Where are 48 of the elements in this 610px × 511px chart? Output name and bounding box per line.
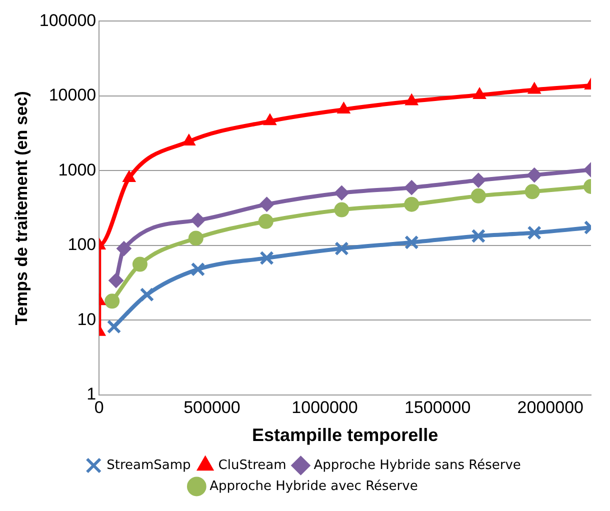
point (528, 82, 541, 94)
point (106, 320, 122, 334)
y-tick-label: 1000 (58, 160, 96, 180)
x-tick-label: 0 (94, 398, 104, 417)
x-axis-title: Estampille temporelle (252, 425, 438, 446)
point (116, 241, 132, 256)
x-tick-label: 1000000 (292, 398, 358, 417)
point (337, 102, 350, 114)
point (108, 273, 124, 288)
point (140, 287, 154, 302)
y-tick-label: 1 (86, 384, 96, 404)
point (404, 235, 419, 250)
point (334, 202, 350, 218)
x-tick-label: 1500000 (404, 398, 471, 417)
point (404, 180, 420, 196)
legend-label: Approche Hybride sans Réserve (314, 458, 521, 473)
y-tick-label: 10000 (48, 86, 96, 105)
legend-label: StreamSamp (106, 458, 191, 473)
y-tick-label: 10 (77, 310, 96, 329)
point (190, 262, 206, 276)
x-tick-label: 500000 (184, 398, 240, 417)
point (334, 185, 350, 200)
point (334, 241, 349, 256)
point (524, 184, 540, 200)
y-tick-label: 100 (68, 235, 96, 254)
legend-label: CluStream (218, 458, 286, 473)
point (182, 134, 196, 146)
point (188, 230, 204, 246)
y-axis-title: Temps de traitement (en sec) (12, 91, 31, 326)
point (190, 212, 206, 228)
point (263, 114, 276, 126)
point (527, 226, 542, 240)
point (405, 94, 418, 106)
point (122, 170, 136, 182)
point (471, 228, 486, 244)
point (472, 88, 486, 99)
point (404, 196, 420, 212)
y-tick-label: 100000 (39, 10, 96, 30)
point (526, 168, 542, 183)
point (104, 294, 120, 309)
point (470, 172, 486, 188)
legend-label: Approche Hybride avec Réserve (210, 478, 418, 494)
point (258, 214, 274, 229)
point (260, 250, 274, 266)
point (259, 196, 274, 212)
point (470, 188, 486, 204)
x-tick-label: 2000000 (517, 398, 584, 417)
point (132, 256, 148, 272)
